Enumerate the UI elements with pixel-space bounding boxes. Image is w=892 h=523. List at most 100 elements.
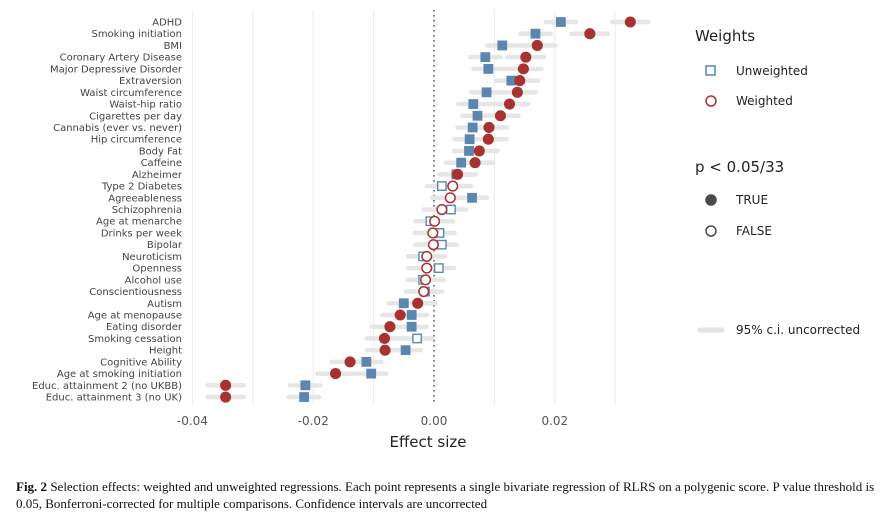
y-axis-label: Cigarettes per day — [89, 111, 182, 122]
confidence-intervals — [205, 19, 651, 400]
legend-true-marker — [705, 194, 717, 206]
y-axis-label: Bipolar — [147, 240, 183, 251]
x-tick-label: -0.04 — [177, 414, 208, 428]
y-axis-label: Caffeine — [141, 158, 182, 169]
y-axis-label: Openness — [132, 264, 182, 275]
weighted-point — [520, 51, 532, 63]
weighted-point — [483, 121, 495, 134]
unweighted-point — [555, 17, 566, 27]
unweighted-point — [436, 181, 447, 191]
y-axis-label: Agreeableness — [108, 193, 182, 204]
weighted-point — [329, 368, 342, 380]
unweighted-point — [468, 99, 479, 109]
figure-caption: Fig. 2 Selection effects: weighted and u… — [16, 478, 886, 512]
weighted-point — [511, 86, 523, 98]
y-axis-label: Smoking initiation — [91, 29, 182, 40]
legend-unweighted-marker — [705, 65, 716, 76]
unweighted-point — [530, 28, 541, 39]
unweighted-point — [464, 146, 474, 156]
legend-true-label: TRUE — [735, 193, 768, 207]
weighted-point — [427, 239, 439, 251]
y-axis-label: ADHD — [152, 18, 182, 29]
y-axis-label: Alcohol use — [125, 275, 182, 286]
legend-weighted-label: Weighted — [736, 94, 793, 108]
weighted-point — [624, 16, 636, 28]
y-axis-label: Educ. attainment 2 (no UKBB) — [32, 381, 182, 392]
weighted-point — [412, 297, 424, 309]
legend-p-title: p < 0.05/33 — [695, 158, 784, 176]
weighted-point — [531, 39, 543, 51]
weighted-point — [444, 192, 456, 204]
weighted-point — [517, 63, 529, 75]
y-axis-label: Drinks per week — [101, 228, 182, 239]
unweighted-point — [483, 63, 494, 74]
y-axis-label: Waist-hip ratio — [109, 100, 182, 111]
y-axis-label: Height — [149, 346, 182, 357]
caption-label: Fig. 2 — [16, 479, 48, 494]
data-points — [220, 16, 636, 403]
weighted-point — [344, 356, 356, 368]
weighted-point — [421, 250, 433, 262]
weighted-point — [220, 391, 232, 403]
weighted-point — [418, 286, 430, 298]
unweighted-point — [464, 134, 475, 145]
weighted-point — [378, 332, 391, 344]
unweighted-point — [472, 110, 483, 121]
legend-unweighted-label: Unweighted — [736, 64, 808, 78]
y-axis-label: Major Depressive Disorder — [50, 64, 183, 75]
legend-ci-label: 95% c.i. uncorrected — [736, 323, 860, 337]
y-axis-label: Age at menarche — [96, 217, 182, 228]
weighted-point — [427, 227, 439, 239]
y-axis-label: Type 2 Diabetes — [101, 182, 182, 193]
unweighted-point — [361, 356, 372, 367]
y-axis-label: Autism — [147, 299, 182, 310]
y-axis-label: Conscientiousness — [89, 287, 182, 298]
legend-weights-title: Weights — [695, 27, 755, 45]
unweighted-point — [398, 298, 409, 309]
y-axis-label: Schizophrenia — [112, 205, 182, 216]
unweighted-point — [433, 263, 444, 274]
y-axis-label: Educ. attainment 3 (no UK) — [46, 393, 182, 404]
unweighted-point — [481, 87, 492, 98]
y-axis-label: Smoking cessation — [88, 334, 182, 345]
y-axis-label: Waist circumference — [80, 88, 182, 99]
y-axis-label: Alzheimer — [132, 170, 183, 181]
weighted-point — [384, 321, 396, 333]
weighted-point — [473, 145, 485, 157]
y-axis-label: Extraversion — [119, 76, 182, 87]
unweighted-point — [467, 192, 477, 203]
legend-false-marker — [705, 225, 717, 237]
y-axis-label: Coronary Artery Disease — [60, 53, 182, 64]
unweighted-point — [300, 380, 311, 391]
unweighted-point — [366, 368, 377, 379]
y-axis-label: Body Fat — [139, 146, 182, 157]
x-axis-ticks: -0.04 -0.02 0.00 0.02 — [177, 414, 568, 428]
unweighted-point — [406, 310, 417, 320]
unweighted-point — [406, 321, 417, 332]
weighted-point — [494, 110, 506, 122]
unweighted-point — [299, 392, 310, 402]
weighted-point — [514, 75, 526, 87]
weighted-point — [429, 215, 441, 227]
y-axis-label: Cannabis (ever vs. never) — [53, 123, 182, 134]
legend-weighted-marker — [705, 95, 717, 107]
unweighted-point — [412, 333, 422, 344]
weighted-point — [503, 98, 516, 110]
weighted-point — [584, 28, 596, 40]
y-axis-label: Cognitive Ability — [100, 357, 182, 368]
caption-text: Selection effects: weighted and unweight… — [16, 479, 875, 511]
weighted-point — [421, 262, 433, 274]
unweighted-point — [467, 122, 478, 133]
unweighted-point — [400, 345, 411, 356]
weighted-point — [447, 180, 459, 192]
weighted-point — [394, 309, 406, 321]
weighted-point — [482, 133, 494, 145]
x-tick-label: 0.02 — [541, 414, 568, 428]
y-axis-label: Neuroticism — [122, 252, 182, 263]
y-axis-label: Age at menopause — [88, 311, 182, 322]
x-tick-label: 0.00 — [421, 414, 448, 428]
y-axis-label: Hip circumference — [91, 135, 182, 146]
unweighted-point — [456, 157, 467, 168]
unweighted-point — [480, 52, 491, 63]
